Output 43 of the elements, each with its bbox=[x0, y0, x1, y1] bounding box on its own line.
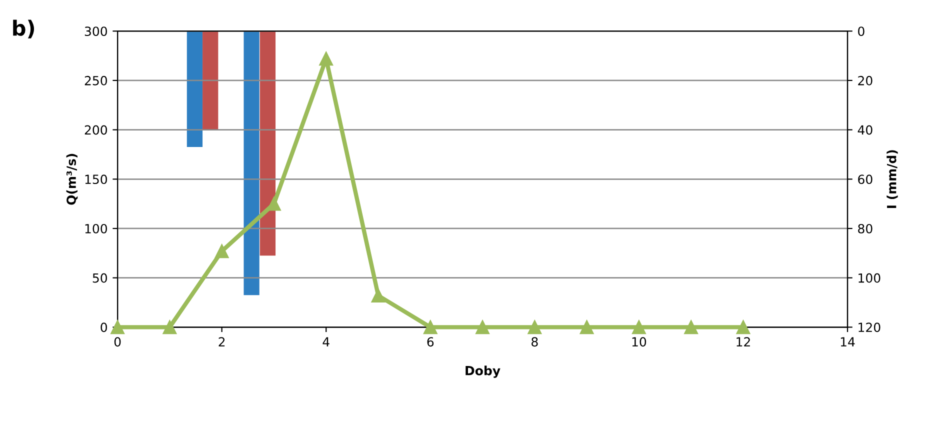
y-tick-label: 100 bbox=[85, 224, 107, 234]
point bbox=[736, 320, 750, 334]
y2-tick-label: 100 bbox=[858, 273, 880, 283]
text: b) bbox=[13, 20, 34, 38]
point bbox=[162, 320, 177, 334]
y2-tick-label: 60 bbox=[858, 174, 872, 184]
y2-axis-title: I (mm/d) bbox=[886, 150, 898, 208]
x-tick-label: 10 bbox=[632, 337, 646, 347]
bar bbox=[202, 31, 218, 130]
y-tick-label: 250 bbox=[84, 76, 107, 86]
x-tick-label: 14 bbox=[840, 337, 855, 346]
point bbox=[371, 288, 386, 303]
y2-tick-label: 120 bbox=[858, 322, 880, 332]
point bbox=[528, 320, 542, 334]
point bbox=[214, 244, 229, 258]
x-tick-label: 0 bbox=[114, 337, 121, 347]
bar bbox=[186, 31, 203, 148]
y-tick-label: 200 bbox=[84, 125, 107, 135]
y-axis-title: Q(m³/s) bbox=[66, 154, 78, 205]
bar bbox=[260, 31, 276, 256]
point bbox=[319, 52, 334, 66]
point bbox=[110, 320, 124, 334]
point bbox=[684, 320, 698, 334]
y2-tick-label: 40 bbox=[858, 125, 872, 135]
y-tick-label: 0 bbox=[100, 322, 107, 332]
x-tick-label: 2 bbox=[218, 337, 225, 346]
x-tick-label: 8 bbox=[532, 337, 538, 347]
y-tick-label: 150 bbox=[85, 174, 107, 184]
y-tick-label: 50 bbox=[92, 273, 107, 283]
x-tick-label: 6 bbox=[427, 337, 434, 347]
point bbox=[423, 320, 438, 334]
y2-tick-label: 20 bbox=[858, 76, 872, 86]
y2-tick-label: 0 bbox=[858, 26, 864, 36]
x-tick-label: 12 bbox=[736, 337, 750, 346]
point bbox=[267, 196, 281, 211]
point bbox=[476, 320, 490, 334]
bar bbox=[244, 31, 260, 296]
point bbox=[632, 320, 646, 334]
y-tick-label: 300 bbox=[84, 26, 107, 36]
x-axis-title: Doby bbox=[466, 366, 500, 378]
point bbox=[580, 320, 594, 334]
x-tick-label: 4 bbox=[322, 337, 330, 346]
y2-tick-label: 80 bbox=[858, 224, 872, 234]
